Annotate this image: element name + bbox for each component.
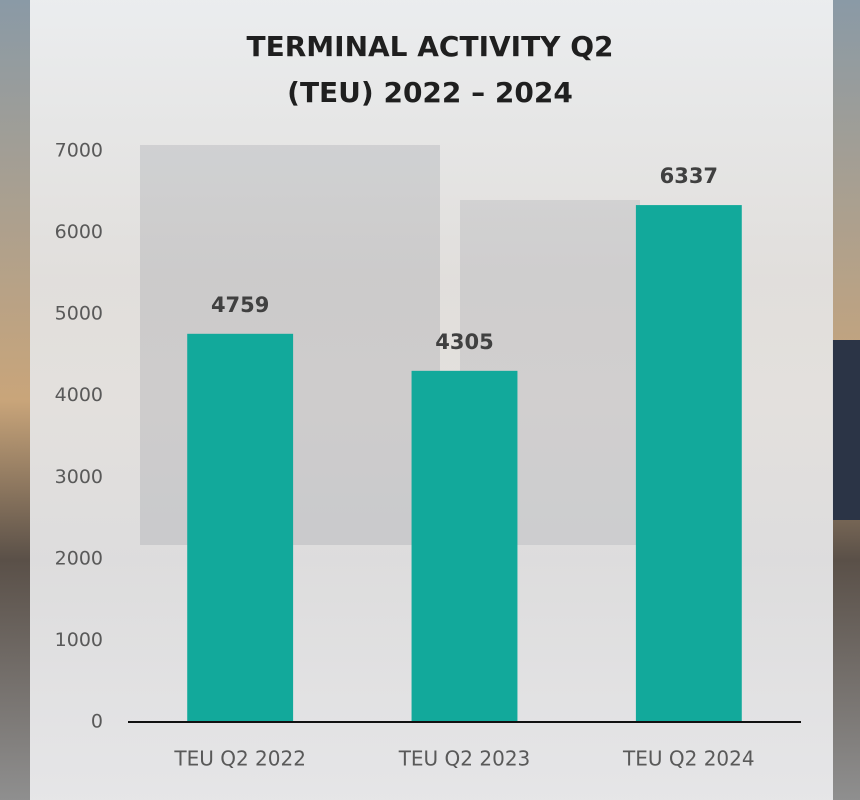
x-tick-label: TEU Q2 2024 — [622, 747, 755, 771]
bar — [187, 333, 294, 722]
y-tick-label: 4000 — [55, 384, 103, 406]
x-tick-label: TEU Q2 2022 — [173, 747, 306, 771]
x-tick-label: TEU Q2 2023 — [398, 747, 531, 771]
y-tick-label: 1000 — [55, 629, 103, 651]
bar — [411, 370, 518, 722]
chart-title: (TEU) 2022 – 2024 — [287, 76, 573, 109]
value-label: 4759 — [211, 293, 269, 317]
value-label: 4305 — [435, 330, 493, 354]
y-tick-label: 7000 — [55, 140, 103, 162]
y-tick-label: 2000 — [55, 547, 103, 569]
y-tick-label: 5000 — [55, 303, 103, 325]
y-tick-label: 3000 — [55, 466, 103, 488]
background-container — [832, 340, 860, 520]
y-tick-label: 0 — [91, 711, 103, 733]
bar — [635, 205, 742, 723]
value-label: 6337 — [660, 164, 718, 188]
chart-title: TERMINAL ACTIVITY Q2 — [247, 30, 614, 63]
y-tick-label: 6000 — [55, 221, 103, 243]
